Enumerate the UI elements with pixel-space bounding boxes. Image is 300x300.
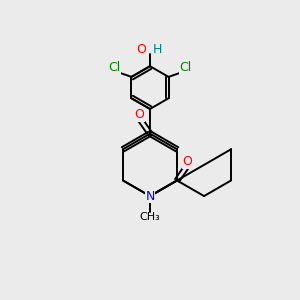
Text: Cl: Cl [179, 61, 192, 74]
Text: H: H [152, 43, 162, 56]
Text: Cl: Cl [108, 61, 121, 74]
Text: O: O [135, 108, 145, 122]
Text: N: N [145, 190, 155, 202]
Text: O: O [136, 43, 146, 56]
Text: CH₃: CH₃ [140, 212, 160, 222]
Text: O: O [182, 155, 192, 168]
